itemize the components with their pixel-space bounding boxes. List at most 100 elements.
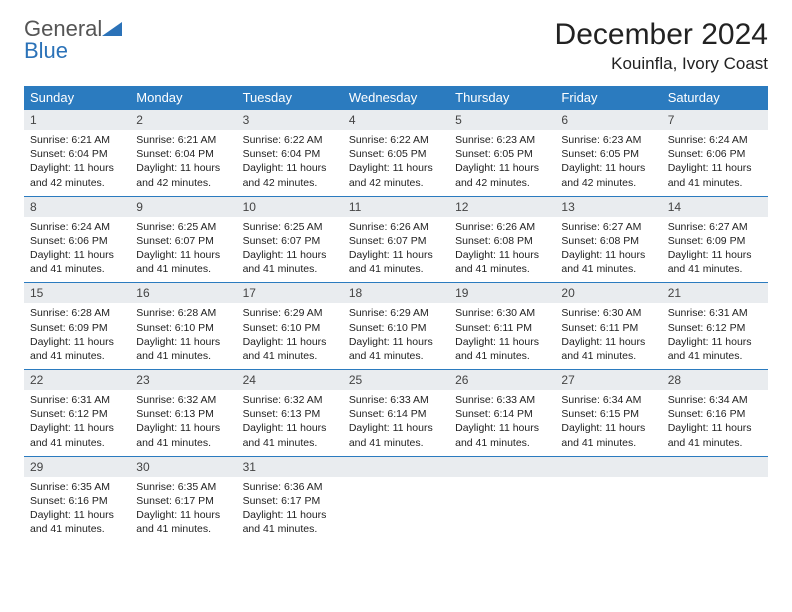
header: General Blue December 2024 Kouinfla, Ivo…: [24, 18, 768, 74]
day-info: Sunrise: 6:26 AMSunset: 6:07 PMDaylight:…: [343, 217, 449, 283]
day-number: 31: [237, 457, 343, 477]
day-cell-23: 23Sunrise: 6:32 AMSunset: 6:13 PMDayligh…: [130, 370, 236, 457]
day-info: Sunrise: 6:23 AMSunset: 6:05 PMDaylight:…: [555, 130, 661, 196]
day-cell-26: 26Sunrise: 6:33 AMSunset: 6:14 PMDayligh…: [449, 370, 555, 457]
day-cell-30: 30Sunrise: 6:35 AMSunset: 6:17 PMDayligh…: [130, 456, 236, 542]
day-number: 22: [24, 370, 130, 390]
day-number: 1: [24, 110, 130, 130]
day-cell-2: 2Sunrise: 6:21 AMSunset: 6:04 PMDaylight…: [130, 110, 236, 197]
day-info: Sunrise: 6:22 AMSunset: 6:04 PMDaylight:…: [237, 130, 343, 196]
day-info: Sunrise: 6:34 AMSunset: 6:16 PMDaylight:…: [662, 390, 768, 456]
day-number: 26: [449, 370, 555, 390]
day-cell-14: 14Sunrise: 6:27 AMSunset: 6:09 PMDayligh…: [662, 196, 768, 283]
empty-cell: [662, 456, 768, 542]
calendar-table: SundayMondayTuesdayWednesdayThursdayFrid…: [24, 86, 768, 542]
location: Kouinfla, Ivory Coast: [555, 54, 768, 74]
week-row: 1Sunrise: 6:21 AMSunset: 6:04 PMDaylight…: [24, 110, 768, 197]
triangle-icon: [102, 18, 122, 40]
day-cell-8: 8Sunrise: 6:24 AMSunset: 6:06 PMDaylight…: [24, 196, 130, 283]
day-info: Sunrise: 6:31 AMSunset: 6:12 PMDaylight:…: [24, 390, 130, 456]
weekday-monday: Monday: [130, 86, 236, 110]
day-number: 21: [662, 283, 768, 303]
day-number: 10: [237, 197, 343, 217]
day-cell-16: 16Sunrise: 6:28 AMSunset: 6:10 PMDayligh…: [130, 283, 236, 370]
day-number: 18: [343, 283, 449, 303]
day-info: Sunrise: 6:32 AMSunset: 6:13 PMDaylight:…: [237, 390, 343, 456]
day-number: 16: [130, 283, 236, 303]
day-info: Sunrise: 6:28 AMSunset: 6:09 PMDaylight:…: [24, 303, 130, 369]
day-cell-21: 21Sunrise: 6:31 AMSunset: 6:12 PMDayligh…: [662, 283, 768, 370]
day-info: Sunrise: 6:32 AMSunset: 6:13 PMDaylight:…: [130, 390, 236, 456]
day-info: Sunrise: 6:35 AMSunset: 6:17 PMDaylight:…: [130, 477, 236, 543]
day-info: Sunrise: 6:28 AMSunset: 6:10 PMDaylight:…: [130, 303, 236, 369]
day-number: 27: [555, 370, 661, 390]
day-cell-19: 19Sunrise: 6:30 AMSunset: 6:11 PMDayligh…: [449, 283, 555, 370]
calendar-body: 1Sunrise: 6:21 AMSunset: 6:04 PMDaylight…: [24, 110, 768, 543]
day-cell-5: 5Sunrise: 6:23 AMSunset: 6:05 PMDaylight…: [449, 110, 555, 197]
day-cell-1: 1Sunrise: 6:21 AMSunset: 6:04 PMDaylight…: [24, 110, 130, 197]
day-number: 11: [343, 197, 449, 217]
day-number: 15: [24, 283, 130, 303]
day-info: Sunrise: 6:27 AMSunset: 6:09 PMDaylight:…: [662, 217, 768, 283]
day-number: 28: [662, 370, 768, 390]
day-number: 23: [130, 370, 236, 390]
day-number: 13: [555, 197, 661, 217]
day-info: Sunrise: 6:21 AMSunset: 6:04 PMDaylight:…: [24, 130, 130, 196]
day-cell-27: 27Sunrise: 6:34 AMSunset: 6:15 PMDayligh…: [555, 370, 661, 457]
day-number: 29: [24, 457, 130, 477]
day-number: 25: [343, 370, 449, 390]
day-info: Sunrise: 6:21 AMSunset: 6:04 PMDaylight:…: [130, 130, 236, 196]
day-info: Sunrise: 6:24 AMSunset: 6:06 PMDaylight:…: [24, 217, 130, 283]
day-cell-4: 4Sunrise: 6:22 AMSunset: 6:05 PMDaylight…: [343, 110, 449, 197]
weekday-friday: Friday: [555, 86, 661, 110]
day-number: 17: [237, 283, 343, 303]
week-row: 22Sunrise: 6:31 AMSunset: 6:12 PMDayligh…: [24, 370, 768, 457]
day-info: Sunrise: 6:36 AMSunset: 6:17 PMDaylight:…: [237, 477, 343, 543]
day-number: 14: [662, 197, 768, 217]
day-info: Sunrise: 6:26 AMSunset: 6:08 PMDaylight:…: [449, 217, 555, 283]
weekday-saturday: Saturday: [662, 86, 768, 110]
week-row: 29Sunrise: 6:35 AMSunset: 6:16 PMDayligh…: [24, 456, 768, 542]
day-number: 2: [130, 110, 236, 130]
weekday-wednesday: Wednesday: [343, 86, 449, 110]
day-info: Sunrise: 6:34 AMSunset: 6:15 PMDaylight:…: [555, 390, 661, 456]
day-cell-10: 10Sunrise: 6:25 AMSunset: 6:07 PMDayligh…: [237, 196, 343, 283]
day-cell-7: 7Sunrise: 6:24 AMSunset: 6:06 PMDaylight…: [662, 110, 768, 197]
day-number: 9: [130, 197, 236, 217]
day-info: Sunrise: 6:35 AMSunset: 6:16 PMDaylight:…: [24, 477, 130, 543]
day-number: 20: [555, 283, 661, 303]
day-cell-17: 17Sunrise: 6:29 AMSunset: 6:10 PMDayligh…: [237, 283, 343, 370]
day-number: 24: [237, 370, 343, 390]
weekday-tuesday: Tuesday: [237, 86, 343, 110]
day-number: 7: [662, 110, 768, 130]
day-info: Sunrise: 6:29 AMSunset: 6:10 PMDaylight:…: [237, 303, 343, 369]
day-number: 12: [449, 197, 555, 217]
empty-cell: [449, 456, 555, 542]
weekday-header-row: SundayMondayTuesdayWednesdayThursdayFrid…: [24, 86, 768, 110]
day-cell-15: 15Sunrise: 6:28 AMSunset: 6:09 PMDayligh…: [24, 283, 130, 370]
day-number: 30: [130, 457, 236, 477]
day-number: 6: [555, 110, 661, 130]
day-cell-6: 6Sunrise: 6:23 AMSunset: 6:05 PMDaylight…: [555, 110, 661, 197]
calendar-page: General Blue December 2024 Kouinfla, Ivo…: [0, 0, 792, 560]
brand-part2: Blue: [24, 38, 68, 63]
day-cell-25: 25Sunrise: 6:33 AMSunset: 6:14 PMDayligh…: [343, 370, 449, 457]
day-cell-3: 3Sunrise: 6:22 AMSunset: 6:04 PMDaylight…: [237, 110, 343, 197]
brand-logo: General Blue: [24, 18, 122, 62]
day-info: Sunrise: 6:24 AMSunset: 6:06 PMDaylight:…: [662, 130, 768, 196]
day-cell-12: 12Sunrise: 6:26 AMSunset: 6:08 PMDayligh…: [449, 196, 555, 283]
week-row: 15Sunrise: 6:28 AMSunset: 6:09 PMDayligh…: [24, 283, 768, 370]
empty-cell: [555, 456, 661, 542]
day-cell-24: 24Sunrise: 6:32 AMSunset: 6:13 PMDayligh…: [237, 370, 343, 457]
day-number: 3: [237, 110, 343, 130]
week-row: 8Sunrise: 6:24 AMSunset: 6:06 PMDaylight…: [24, 196, 768, 283]
day-info: Sunrise: 6:33 AMSunset: 6:14 PMDaylight:…: [449, 390, 555, 456]
title-area: December 2024 Kouinfla, Ivory Coast: [555, 18, 768, 74]
day-cell-29: 29Sunrise: 6:35 AMSunset: 6:16 PMDayligh…: [24, 456, 130, 542]
day-info: Sunrise: 6:33 AMSunset: 6:14 PMDaylight:…: [343, 390, 449, 456]
day-cell-9: 9Sunrise: 6:25 AMSunset: 6:07 PMDaylight…: [130, 196, 236, 283]
day-info: Sunrise: 6:22 AMSunset: 6:05 PMDaylight:…: [343, 130, 449, 196]
day-cell-18: 18Sunrise: 6:29 AMSunset: 6:10 PMDayligh…: [343, 283, 449, 370]
day-cell-11: 11Sunrise: 6:26 AMSunset: 6:07 PMDayligh…: [343, 196, 449, 283]
day-cell-22: 22Sunrise: 6:31 AMSunset: 6:12 PMDayligh…: [24, 370, 130, 457]
